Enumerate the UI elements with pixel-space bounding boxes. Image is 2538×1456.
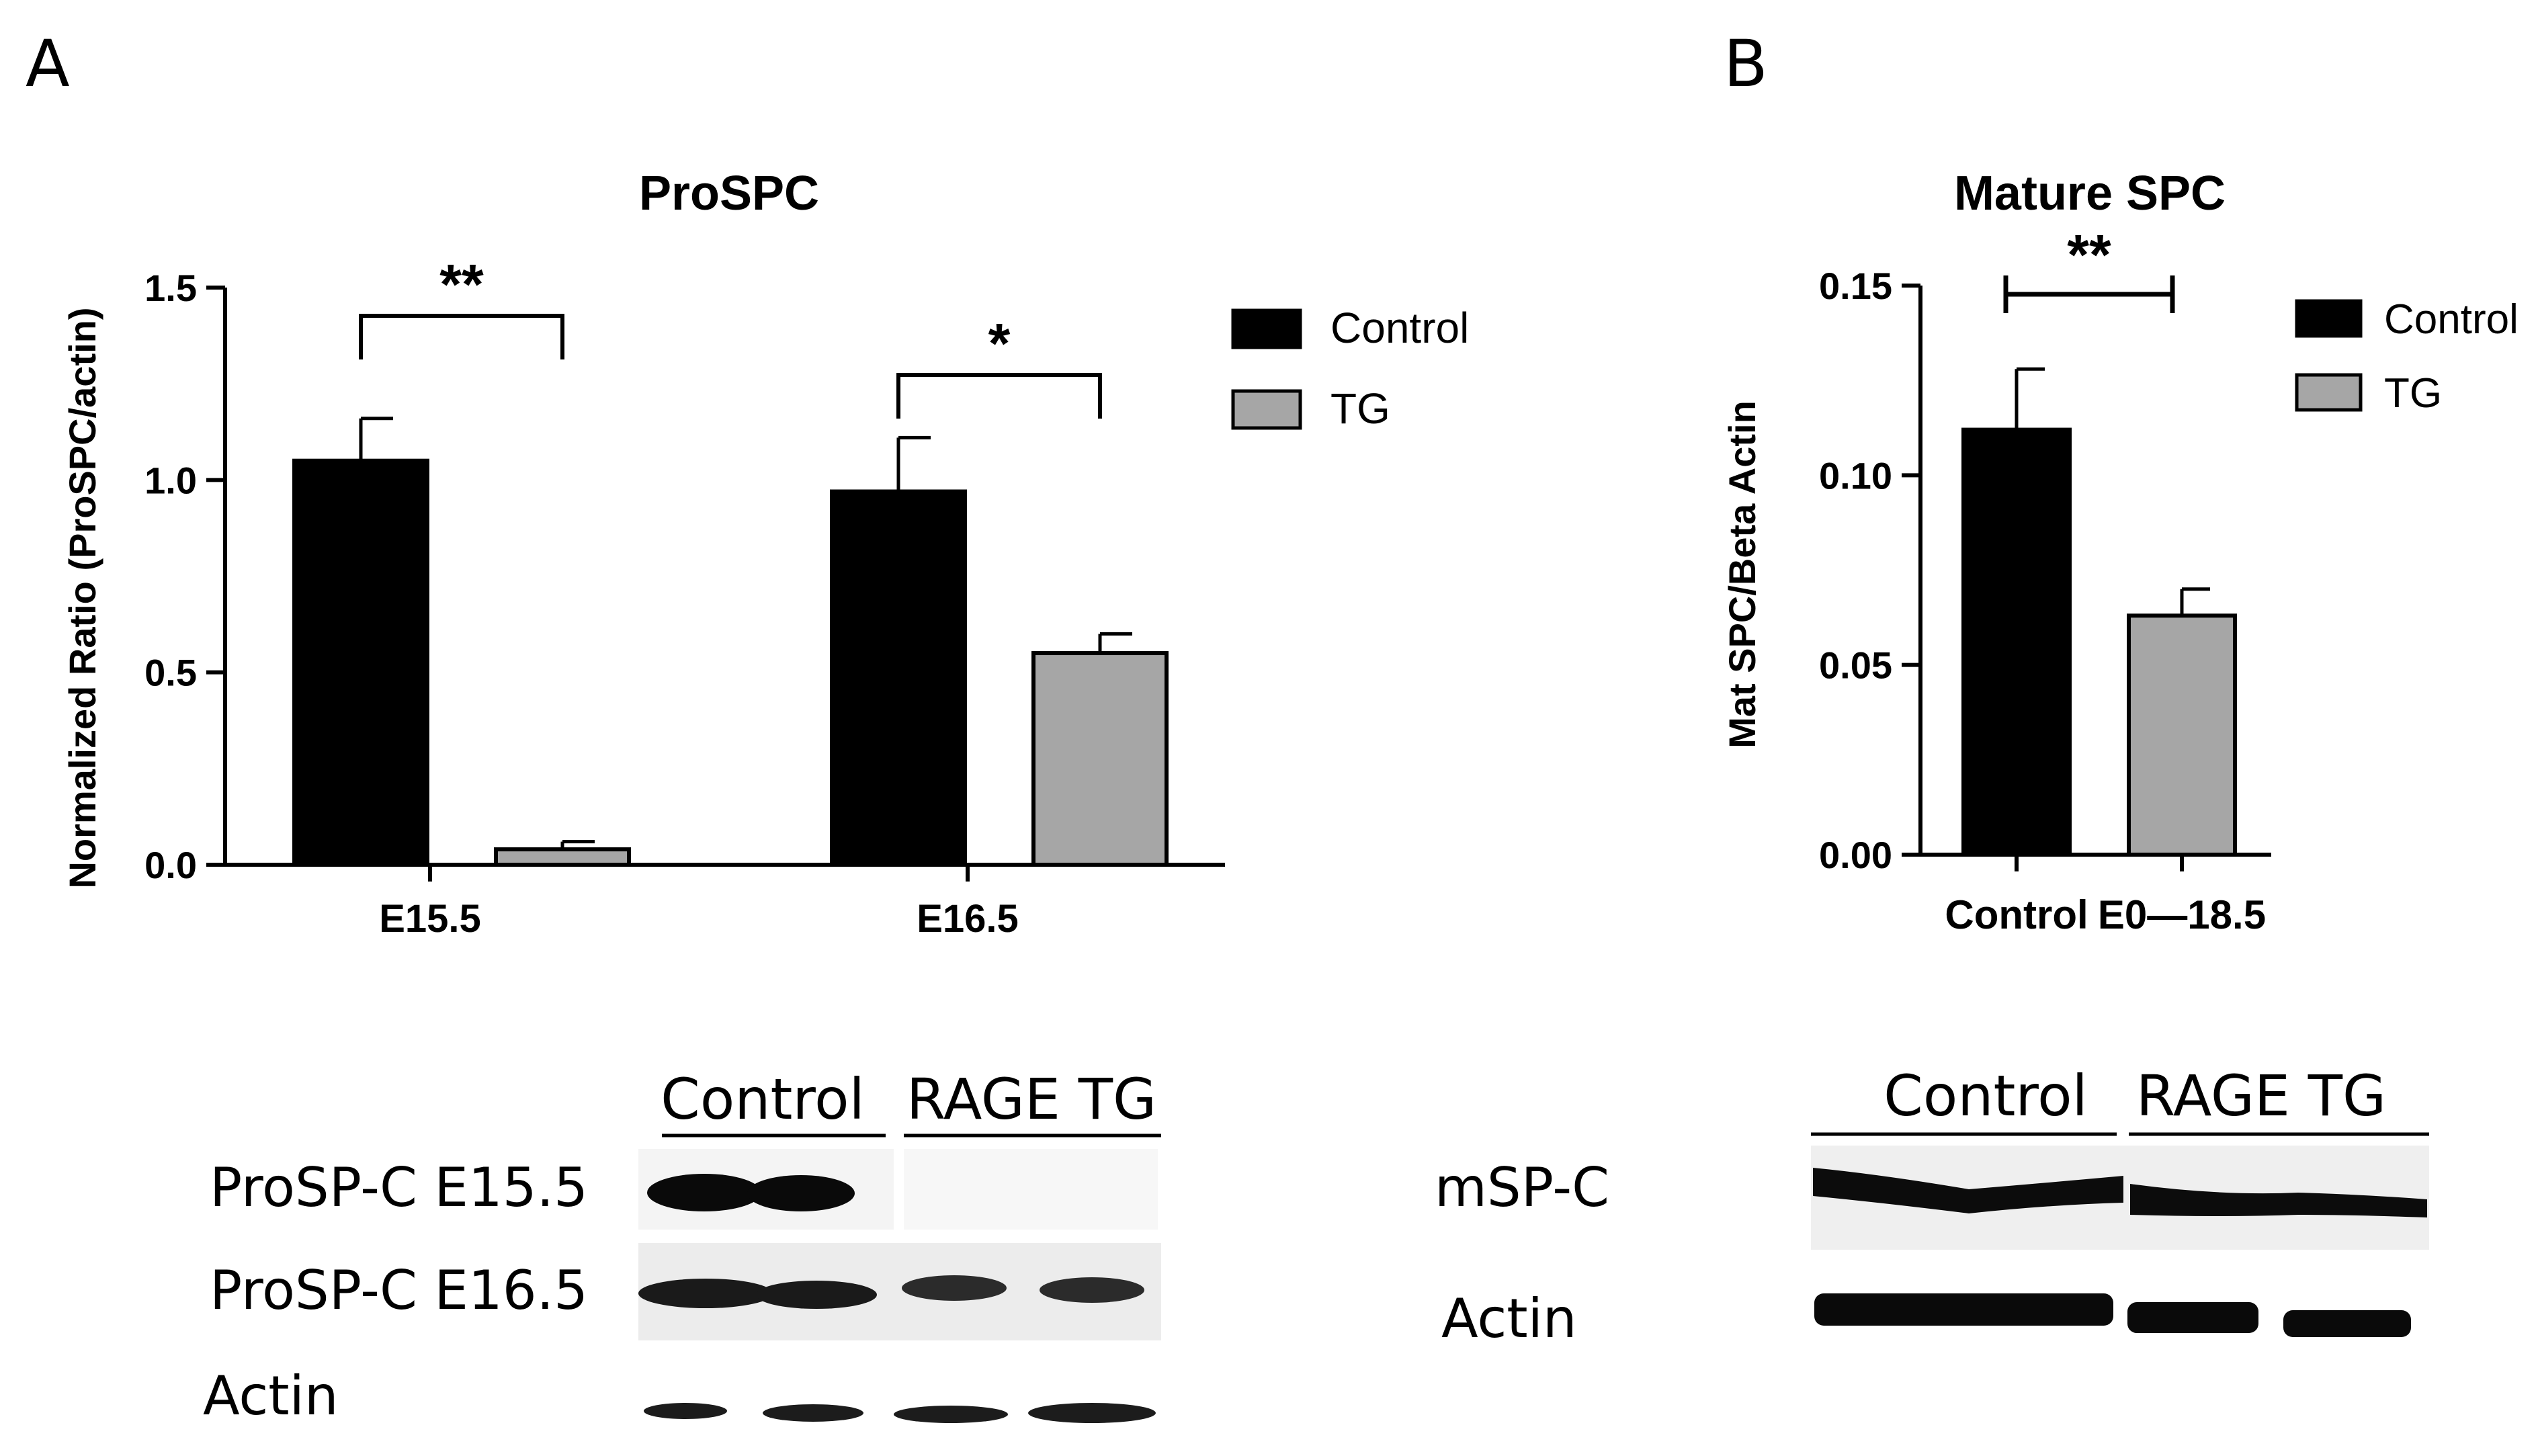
western-blot-a: Control RAGE TG ProSP-C E15.5 ProSP-C E1…: [203, 1066, 1161, 1427]
blot-b-band: [2130, 1184, 2427, 1217]
bar-1: [2127, 613, 2237, 857]
y-tick-label: 0.10: [1819, 454, 1892, 497]
chart-b-ylabel: Mat SPC/Beta Actin: [1721, 400, 1763, 748]
western-blot-b: Control RAGE TG mSP-C Actin: [1435, 1063, 2429, 1350]
significance-bracket: [359, 314, 564, 359]
legend-b-tg-label: TG: [2384, 370, 2442, 417]
blot-a-row-label-e155: ProSP-C E15.5: [210, 1156, 588, 1219]
blot-b-group-control: Control: [1884, 1063, 2088, 1129]
blot-b-band: [2283, 1310, 2411, 1337]
blot-a-band: [763, 1404, 863, 1422]
x-tick-label: Control: [1945, 892, 2088, 937]
blot-a-band: [647, 1174, 761, 1211]
blot-b-band: [1814, 1293, 2113, 1326]
bar-control-E15.5: [292, 458, 429, 867]
blot-a-band: [1040, 1277, 1144, 1303]
blot-a-band: [638, 1279, 773, 1308]
legend-a-tg-label: TG: [1330, 384, 1390, 433]
bar-0: [1961, 427, 2072, 857]
y-tick-label: 1.0: [144, 459, 197, 501]
significance-label: **: [2067, 223, 2111, 286]
blot-b-group-tg: RAGE TG: [2136, 1063, 2386, 1129]
blot-a-group-tg: RAGE TG: [906, 1066, 1156, 1132]
blot-a-band: [644, 1403, 727, 1419]
legend-a-tg-swatch: [1231, 389, 1302, 430]
significance-label: *: [988, 312, 1011, 375]
legend-b-control-label: Control: [2384, 296, 2519, 343]
blot-b-band: [1813, 1168, 2123, 1213]
bar-tg-E15.5: [494, 847, 631, 867]
blot-a-row-label-e165: ProSP-C E16.5: [210, 1259, 588, 1322]
x-tick-label: E15.5: [379, 897, 481, 941]
chart-prospc: ProSPC Normalized Ratio (ProSPC/actin) 0…: [61, 167, 1469, 941]
bar-control-E16.5: [830, 489, 967, 867]
blot-a-row-label-actin: Actin: [203, 1365, 339, 1427]
legend-a-control-swatch: [1231, 308, 1302, 349]
y-tick-label: 0.5: [144, 652, 197, 694]
panel-label-b: B: [1724, 26, 1768, 101]
bar-tg-E16.5: [1031, 651, 1169, 867]
legend-b-tg-swatch: [2295, 373, 2363, 412]
y-tick-label: 0.15: [1819, 265, 1892, 307]
y-tick-label: 1.5: [144, 267, 197, 309]
legend-a-control-label: Control: [1330, 304, 1469, 352]
blot-a-band: [1028, 1403, 1156, 1423]
x-tick-label: E0—18.5: [2098, 892, 2266, 937]
significance-label: **: [439, 253, 484, 316]
y-tick-label: 0.0: [144, 844, 197, 886]
y-tick-label: 0.00: [1819, 834, 1892, 876]
blot-a-band: [902, 1275, 1007, 1301]
blot-b-row-label-msp: mSP-C: [1435, 1156, 1609, 1219]
blot-a-group-control: Control: [661, 1066, 865, 1132]
chart-mature-spc: Mature SPC Mat SPC/Beta Actin 0.00 0.05 0.…: [1721, 167, 2519, 937]
blot-b-row-label-actin: Actin: [1441, 1287, 1577, 1350]
legend-b-control-swatch: [2295, 299, 2363, 338]
x-tick-label: E16.5: [917, 897, 1019, 941]
panel-label-a: A: [26, 26, 70, 101]
y-tick-label: 0.05: [1819, 644, 1892, 687]
blot-a-strip-e155-tg: [904, 1149, 1158, 1230]
blot-a-band: [756, 1281, 877, 1309]
blot-b-band: [2127, 1302, 2258, 1333]
chart-a-title: ProSPC: [639, 167, 819, 220]
chart-b-title: Mature SPC: [1954, 167, 2226, 220]
chart-a-ylabel: Normalized Ratio (ProSPC/actin): [61, 307, 103, 888]
significance-bracket: [2003, 275, 2175, 313]
blot-a-band: [747, 1175, 855, 1211]
significance-bracket: [896, 373, 1102, 419]
blot-a-band: [894, 1406, 1008, 1423]
